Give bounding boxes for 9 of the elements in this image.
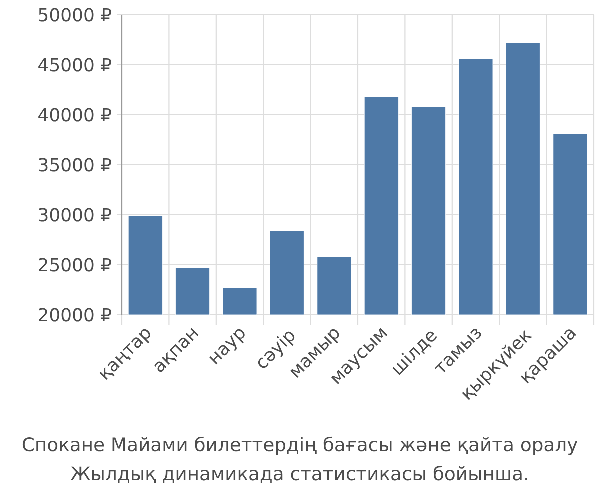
y-tick-label: 20000 ₽ (39, 308, 112, 322)
y-tick-label: 45000 ₽ (38, 58, 112, 72)
y-tick-label: 35000 ₽ (39, 158, 112, 172)
y-tick-label: 40000 ₽ (38, 108, 112, 122)
text: Спокане Майами билеттердің бағасы және қайта оралу (22, 436, 578, 456)
text: Жылдық динамикада статистикасы бойынша. (70, 466, 528, 484)
y-tick-label: 25000 ₽ (39, 258, 112, 272)
y-tick-label: 30000 ₽ (39, 208, 112, 222)
y-tick-label: 50000 ₽ (39, 8, 112, 22)
